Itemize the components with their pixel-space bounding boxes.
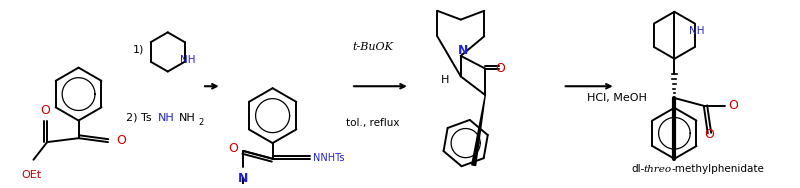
Text: N: N <box>238 172 248 186</box>
Text: 2) Ts: 2) Ts <box>126 113 151 123</box>
Text: -methylphenidate: -methylphenidate <box>671 164 764 174</box>
Text: N: N <box>458 44 468 57</box>
Text: NH: NH <box>689 26 705 36</box>
Text: tol., reflux: tol., reflux <box>346 118 399 128</box>
Text: NH: NH <box>158 113 174 123</box>
Text: threo: threo <box>643 165 671 174</box>
Text: t-BuOK: t-BuOK <box>352 42 393 52</box>
Text: O: O <box>116 134 126 147</box>
Text: OEt: OEt <box>22 170 42 180</box>
Text: 1): 1) <box>133 44 144 54</box>
Text: H: H <box>441 75 449 85</box>
Text: dl-: dl- <box>631 164 645 174</box>
Text: O: O <box>40 104 50 117</box>
Text: NNHTs: NNHTs <box>313 153 344 163</box>
Polygon shape <box>472 95 486 165</box>
Text: NH: NH <box>181 55 196 65</box>
Text: NH: NH <box>178 113 195 123</box>
Text: 2: 2 <box>198 118 203 127</box>
Text: O: O <box>495 62 505 75</box>
Text: HCl, MeOH: HCl, MeOH <box>587 93 647 103</box>
Text: O: O <box>728 99 738 112</box>
Text: O: O <box>704 128 714 141</box>
Text: O: O <box>229 143 238 155</box>
